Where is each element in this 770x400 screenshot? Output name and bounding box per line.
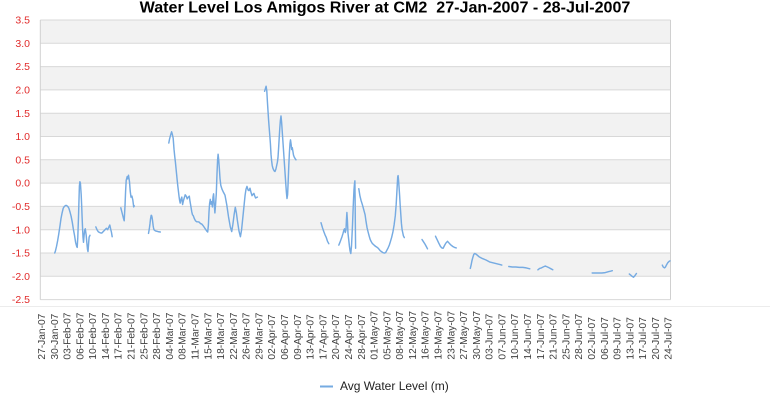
svg-text:19-May-07: 19-May-07	[434, 311, 445, 360]
svg-text:06-Jul-07: 06-Jul-07	[600, 317, 611, 360]
svg-text:24-Apr-07: 24-Apr-07	[344, 314, 355, 360]
svg-text:18-Mar-07: 18-Mar-07	[216, 312, 227, 359]
svg-text:17-Jul-07: 17-Jul-07	[638, 317, 649, 360]
svg-text:09-Jul-07: 09-Jul-07	[613, 317, 624, 360]
svg-text:2.5: 2.5	[15, 61, 30, 73]
svg-text:24-Jul-07: 24-Jul-07	[664, 317, 675, 360]
svg-text:-2.0: -2.0	[12, 271, 30, 283]
svg-text:10-Feb-07: 10-Feb-07	[88, 312, 99, 359]
svg-text:20-Apr-07: 20-Apr-07	[331, 314, 342, 360]
svg-text:06-Feb-07: 06-Feb-07	[75, 312, 86, 359]
svg-text:08-May-07: 08-May-07	[395, 311, 406, 360]
svg-text:09-Apr-07: 09-Apr-07	[293, 314, 304, 360]
svg-text:25-Feb-07: 25-Feb-07	[139, 312, 150, 359]
svg-text:06-Apr-07: 06-Apr-07	[280, 314, 291, 360]
svg-text:27-May-07: 27-May-07	[459, 311, 470, 360]
svg-text:26-Mar-07: 26-Mar-07	[242, 312, 253, 359]
svg-text:3.0: 3.0	[15, 38, 30, 50]
svg-text:1.0: 1.0	[15, 131, 30, 143]
svg-text:17-Apr-07: 17-Apr-07	[318, 314, 329, 360]
svg-text:13-Apr-07: 13-Apr-07	[306, 314, 317, 360]
svg-text:28-Feb-07: 28-Feb-07	[152, 312, 163, 359]
svg-text:0.5: 0.5	[15, 154, 30, 166]
svg-text:28-Jun-07: 28-Jun-07	[574, 313, 585, 359]
svg-text:23-May-07: 23-May-07	[446, 311, 457, 360]
svg-text:08-Mar-07: 08-Mar-07	[178, 312, 189, 359]
svg-text:17-Jun-07: 17-Jun-07	[536, 313, 547, 359]
svg-text:12-May-07: 12-May-07	[408, 311, 419, 360]
svg-text:25-Jun-07: 25-Jun-07	[561, 313, 572, 359]
svg-text:17-Feb-07: 17-Feb-07	[114, 312, 125, 359]
svg-text:21-Feb-07: 21-Feb-07	[127, 312, 138, 359]
svg-text:14-Jun-07: 14-Jun-07	[523, 313, 534, 359]
svg-text:0.0: 0.0	[15, 178, 30, 190]
svg-text:Avg Water Level (m): Avg Water Level (m)	[340, 379, 449, 393]
svg-text:3.5: 3.5	[15, 15, 30, 27]
svg-text:20-Jul-07: 20-Jul-07	[651, 317, 662, 360]
svg-text:13-Jul-07: 13-Jul-07	[625, 317, 636, 360]
svg-text:10-Jun-07: 10-Jun-07	[510, 313, 521, 359]
svg-text:02-Apr-07: 02-Apr-07	[267, 314, 278, 360]
svg-text:-1.0: -1.0	[12, 224, 30, 236]
svg-text:-0.5: -0.5	[12, 201, 30, 213]
svg-text:05-May-07: 05-May-07	[382, 311, 393, 360]
svg-text:03-Feb-07: 03-Feb-07	[63, 312, 74, 359]
svg-text:03-Jun-07: 03-Jun-07	[485, 313, 496, 359]
svg-text:07-Jun-07: 07-Jun-07	[497, 313, 508, 359]
svg-text:Water Level Los Amigos River a: Water Level Los Amigos River at CM2 27-J…	[140, 0, 631, 17]
svg-text:30-May-07: 30-May-07	[472, 311, 483, 360]
svg-text:-2.5: -2.5	[12, 294, 30, 306]
svg-text:14-Feb-07: 14-Feb-07	[101, 312, 112, 359]
svg-text:11-Mar-07: 11-Mar-07	[191, 313, 202, 360]
svg-text:22-Mar-07: 22-Mar-07	[229, 312, 240, 359]
svg-text:1.5: 1.5	[15, 108, 30, 120]
svg-text:02-Jul-07: 02-Jul-07	[587, 317, 598, 360]
svg-text:27-Jan-07: 27-Jan-07	[37, 313, 48, 359]
svg-text:28-Apr-07: 28-Apr-07	[357, 314, 368, 360]
svg-text:-1.5: -1.5	[12, 248, 30, 260]
svg-text:21-Jun-07: 21-Jun-07	[549, 313, 560, 359]
svg-text:04-Mar-07: 04-Mar-07	[165, 312, 176, 359]
svg-text:29-Mar-07: 29-Mar-07	[254, 312, 265, 359]
svg-text:01-May-07: 01-May-07	[370, 311, 381, 360]
svg-text:15-Mar-07: 15-Mar-07	[203, 312, 214, 359]
svg-text:2.0: 2.0	[15, 85, 30, 97]
svg-text:16-May-07: 16-May-07	[421, 311, 432, 360]
svg-text:30-Jan-07: 30-Jan-07	[50, 313, 61, 359]
